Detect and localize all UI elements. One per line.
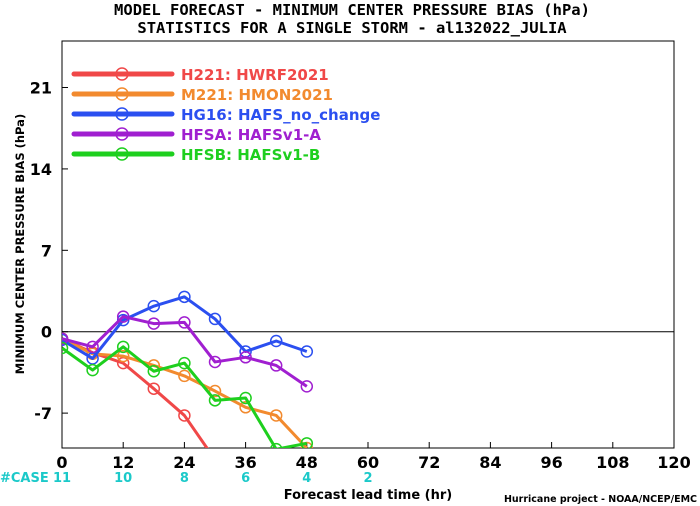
series-line [62, 339, 307, 448]
data-point [210, 454, 221, 465]
legend-label: HG16: HAFS_no_change [181, 106, 380, 124]
legend-label: HFSA: HAFSv1-A [181, 126, 321, 144]
case-count: 10 [114, 471, 132, 486]
x-tick-label: 96 [540, 453, 562, 472]
x-tick-label: 48 [296, 453, 318, 472]
legend-label: M221: HMON2021 [181, 86, 333, 104]
y-axis-label: MINIMUM CENTER PRESSURE BIAS (hPa) [13, 114, 27, 374]
case-count: 6 [241, 471, 250, 486]
chart-title: MODEL FORECAST - MINIMUM CENTER PRESSURE… [114, 1, 590, 19]
series-group [57, 311, 313, 392]
credit-text: Hurricane project - NOAA/NCEP/EMC [504, 494, 697, 505]
case-count: 4 [302, 471, 311, 486]
series-line [62, 347, 307, 449]
chart-subtitle: STATISTICS FOR A SINGLE STORM - al132022… [137, 19, 567, 37]
case-count: 8 [180, 471, 189, 486]
legend-label: H221: HWRF2021 [181, 66, 329, 84]
case-count: 11 [53, 471, 71, 486]
y-tick-label: 14 [30, 160, 52, 179]
x-tick-label: 36 [234, 453, 256, 472]
y-tick-label: -7 [34, 404, 52, 423]
y-tick-label: 7 [41, 241, 52, 260]
y-tick-label: 0 [41, 323, 52, 342]
x-tick-label: 0 [56, 453, 67, 472]
case-label: #CASE [0, 471, 49, 486]
x-tick-label: 72 [418, 453, 440, 472]
x-tick-label: 108 [596, 453, 629, 472]
x-tick-label: 120 [657, 453, 690, 472]
case-count: 2 [363, 471, 372, 486]
series-line [62, 339, 215, 460]
x-tick-label: 24 [173, 453, 195, 472]
x-axis-label: Forecast lead time (hr) [284, 488, 452, 503]
x-tick-label: 60 [357, 453, 379, 472]
data-point [271, 444, 282, 455]
x-tick-label: 84 [479, 453, 501, 472]
x-tick-label: 12 [112, 453, 134, 472]
chart: MODEL FORECAST - MINIMUM CENTER PRESSURE… [0, 0, 700, 506]
y-tick-label: 21 [30, 79, 52, 98]
legend-label: HFSB: HAFSv1-B [181, 146, 320, 164]
